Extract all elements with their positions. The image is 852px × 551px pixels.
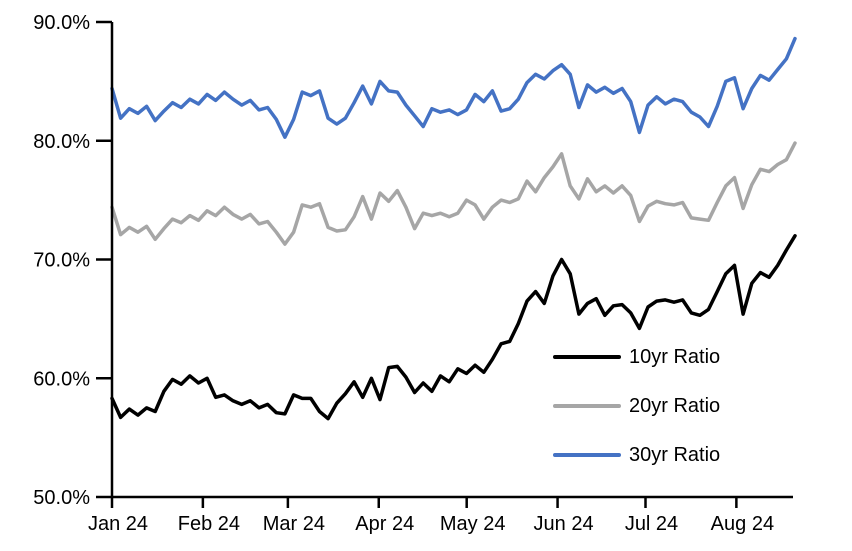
x-tick-label: Jan 24 bbox=[88, 513, 148, 535]
legend-item-20yr-ratio: 20yr Ratio bbox=[553, 392, 720, 420]
x-tick-label: Jun 24 bbox=[534, 513, 594, 535]
legend-item-30yr-ratio: 30yr Ratio bbox=[553, 441, 720, 469]
series-line-30yr-ratio bbox=[110, 36, 797, 139]
x-tick-label: Mar 24 bbox=[263, 513, 325, 535]
x-tick-label: May 24 bbox=[440, 513, 506, 535]
series-line-20yr-ratio bbox=[110, 141, 797, 246]
series-line-10yr-ratio bbox=[110, 234, 797, 421]
series-lines bbox=[110, 36, 797, 421]
x-tick-label: Jul 24 bbox=[625, 513, 678, 535]
y-tick-label: 90.0% bbox=[33, 12, 90, 34]
legend-label-10yr: 10yr Ratio bbox=[629, 346, 721, 368]
legend-swatch-30yr bbox=[553, 453, 621, 457]
legend-label-20yr: 20yr Ratio bbox=[629, 395, 721, 417]
x-tick-label: Apr 24 bbox=[355, 513, 414, 535]
legend-item-10yr-ratio: 10yr Ratio bbox=[553, 343, 720, 371]
x-tick-label: Aug 24 bbox=[711, 513, 774, 535]
legend-label-30yr: 30yr Ratio bbox=[629, 444, 721, 466]
legend: 10yr Ratio 20yr Ratio 30yr Ratio bbox=[553, 343, 720, 490]
x-tick-label: Feb 24 bbox=[178, 513, 240, 535]
legend-swatch-10yr bbox=[553, 355, 621, 359]
y-tick-label: 50.0% bbox=[33, 487, 90, 509]
legend-swatch-20yr bbox=[553, 404, 621, 408]
axes bbox=[96, 20, 793, 508]
y-tick-label: 80.0% bbox=[33, 131, 90, 153]
axis-tick-labels: 90.0% 80.0% 70.0% 60.0% 50.0% Jan 24 Feb 24 Mar… bbox=[33, 12, 774, 535]
y-tick-label: 60.0% bbox=[33, 368, 90, 390]
y-tick-label: 70.0% bbox=[33, 250, 90, 272]
